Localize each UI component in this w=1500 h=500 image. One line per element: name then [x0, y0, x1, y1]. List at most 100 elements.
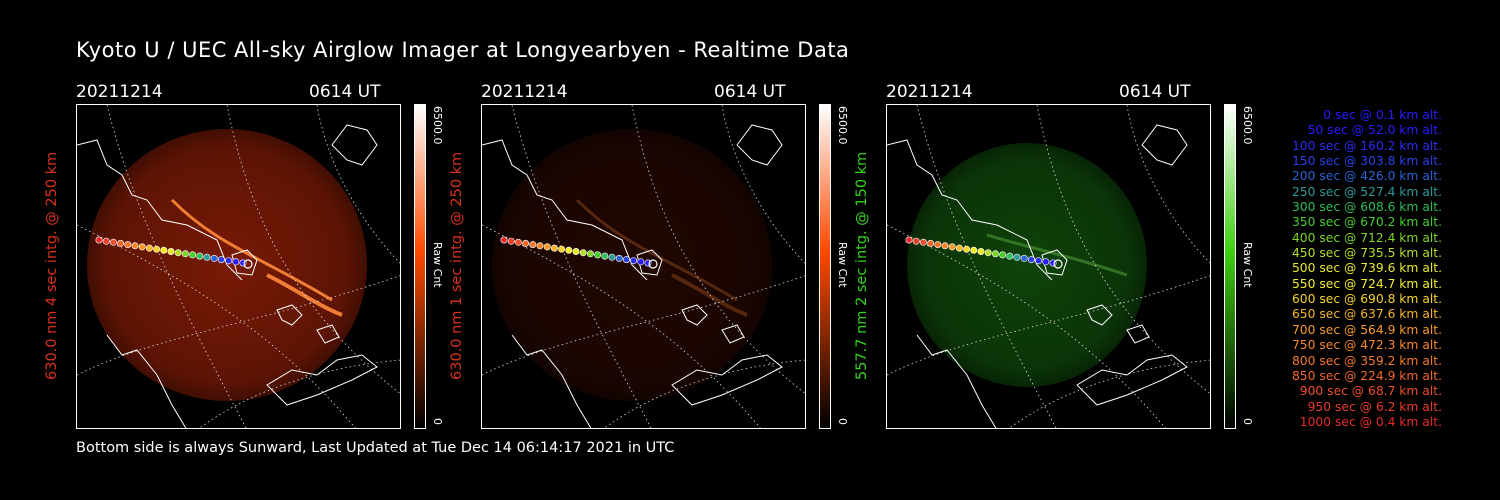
trajectory-dot	[536, 242, 544, 250]
airglow-disk	[907, 143, 1147, 387]
trajectory-dot	[109, 238, 117, 246]
trajectory-dot	[608, 253, 616, 261]
trajectory-dot	[174, 249, 182, 257]
panel-date: 20211214	[886, 82, 973, 102]
legend-row: 900 sec @ 68.7 km alt.	[1299, 384, 1442, 399]
panel-date: 20211214	[76, 82, 163, 102]
legend-row: 850 sec @ 224.9 km alt.	[1291, 368, 1442, 383]
trajectory-dot	[934, 241, 942, 249]
trajectory-dot	[507, 237, 515, 245]
legend-row: 700 sec @ 564.9 km alt.	[1291, 322, 1442, 337]
colorbar	[819, 104, 831, 429]
legend-row: 0 sec @ 0.1 km alt.	[1323, 108, 1442, 122]
trajectory-dot	[181, 250, 189, 258]
legend-row: 250 sec @ 527.4 km alt.	[1291, 184, 1442, 199]
trajectory-dot	[637, 258, 645, 266]
trajectory-legend: 0 sec @ 0.1 km alt. 50 sec @ 52.0 km alt.…	[1242, 108, 1442, 430]
trajectory-dot	[1020, 254, 1028, 262]
trajectory-markers	[500, 236, 658, 269]
colorbar-unit-label: Raw Cnt	[431, 242, 444, 288]
trajectory-dot	[167, 248, 175, 256]
trajectory-markers	[905, 236, 1063, 269]
trajectory-markers	[95, 236, 253, 269]
trajectory-dot	[232, 258, 240, 266]
trajectory-dot	[970, 246, 978, 254]
trajectory-dot	[984, 249, 992, 257]
trajectory-dot	[529, 241, 537, 249]
trajectory-dot	[153, 245, 161, 253]
trajectory-dot	[550, 244, 558, 252]
aurora-arc	[986, 233, 1128, 277]
colorbar	[414, 104, 426, 429]
trajectory-dot	[514, 238, 522, 246]
trajectory-dot	[1013, 253, 1021, 261]
panel-time: 0614 UT	[714, 82, 786, 102]
trajectory-dot	[565, 246, 573, 254]
trajectory-dot	[927, 239, 935, 247]
panel-630-4sec: 20211214 0614 UT 630.0 nm 4 sec intg. @ …	[44, 82, 486, 432]
panel-date: 20211214	[481, 82, 568, 102]
trajectory-dot	[1027, 256, 1035, 264]
trajectory-dot	[999, 251, 1007, 259]
trajectory-dot	[124, 241, 132, 249]
colorbar-min-label: 0	[836, 418, 849, 425]
trajectory-dot	[948, 243, 956, 251]
trajectory-dot	[905, 236, 913, 244]
graticule	[887, 105, 1210, 428]
station-marker	[243, 259, 253, 269]
trajectory-dot	[963, 245, 971, 253]
allsky-image	[481, 104, 806, 429]
colorbar-min-label: 0	[1241, 418, 1254, 425]
legend-row: 650 sec @ 637.6 km alt.	[1291, 307, 1442, 322]
trajectory-dot	[138, 243, 146, 251]
legend-row: 600 sec @ 690.8 km alt.	[1291, 292, 1442, 307]
trajectory-dot	[131, 242, 139, 250]
colorbar-unit-label: Raw Cnt	[1241, 242, 1254, 288]
trajectory-dot	[1035, 257, 1043, 265]
legend-row: 800 sec @ 359.2 km alt.	[1291, 353, 1442, 368]
legend-row: 550 sec @ 724.7 km alt.	[1291, 276, 1442, 291]
trajectory-dot	[594, 251, 602, 259]
footer-note: Bottom side is always Sunward, Last Upda…	[76, 440, 675, 456]
trajectory-dot	[225, 257, 233, 265]
coastline	[77, 124, 378, 428]
colorbar-unit-label: Raw Cnt	[836, 242, 849, 288]
trajectory-dot	[145, 244, 153, 252]
trajectory-dot	[572, 248, 580, 256]
allsky-image	[76, 104, 401, 429]
trajectory-dot	[579, 249, 587, 257]
colorbar-max-label: 6500.0	[431, 106, 444, 145]
colorbar	[1224, 104, 1236, 429]
trajectory-dot	[919, 238, 927, 246]
colorbar-max-label: 6500.0	[836, 106, 849, 145]
trajectory-dot	[601, 252, 609, 260]
legend-row: 500 sec @ 739.6 km alt.	[1291, 261, 1442, 276]
legend-row: 950 sec @ 6.2 km alt.	[1307, 399, 1442, 414]
legend-row: 750 sec @ 472.3 km alt.	[1291, 338, 1442, 353]
trajectory-dot	[630, 257, 638, 265]
legend-row: 50 sec @ 52.0 km alt.	[1307, 123, 1442, 138]
legend-row: 350 sec @ 670.2 km alt.	[1291, 215, 1442, 230]
panel-557-2sec: 20211214 0614 UT 557.7 nm 2 sec intg. @ …	[854, 82, 1296, 432]
panel-side-label: 630.0 nm 4 sec intg. @ 250 km	[44, 151, 60, 381]
trajectory-dot	[203, 253, 211, 261]
aurora-arc	[266, 273, 343, 317]
trajectory-dot	[196, 252, 204, 260]
legend-row: 200 sec @ 426.0 km alt.	[1291, 169, 1442, 184]
trajectory-dot	[210, 254, 218, 262]
trajectory-dot	[622, 256, 630, 264]
trajectory-dot	[500, 236, 508, 244]
aurora-arc	[575, 198, 738, 302]
trajectory-dot	[558, 245, 566, 253]
trajectory-dot	[95, 236, 103, 244]
trajectory-dot	[160, 246, 168, 254]
panel-time: 0614 UT	[309, 82, 381, 102]
graticule	[77, 105, 400, 428]
panel-time: 0614 UT	[1119, 82, 1191, 102]
trajectory-dot	[117, 239, 125, 247]
panel-side-label: 557.7 nm 2 sec intg. @ 150 km	[854, 151, 870, 381]
trajectory-dot	[217, 256, 225, 264]
panel-630-1sec: 20211214 0614 UT 630.0 nm 1 sec intg. @ …	[449, 82, 891, 432]
aurora-arc	[170, 198, 333, 302]
panel-side-label: 630.0 nm 1 sec intg. @ 250 km	[449, 151, 465, 381]
